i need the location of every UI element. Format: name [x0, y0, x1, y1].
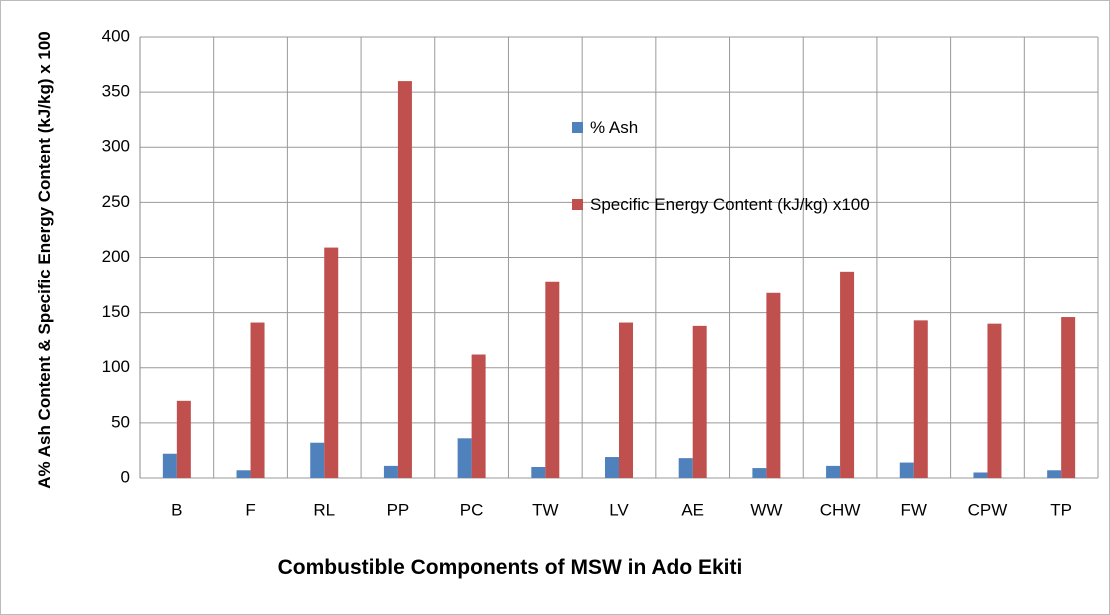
bar — [250, 322, 265, 478]
y-tick-label: 150 — [102, 302, 130, 321]
bar — [176, 400, 191, 478]
legend-swatch — [572, 199, 583, 210]
x-tick-label: LV — [609, 500, 629, 519]
y-tick-label: 300 — [102, 137, 130, 156]
y-tick-label: 350 — [102, 82, 130, 101]
x-axis-title: Combustible Components of MSW in Ado Eki… — [277, 556, 743, 579]
legend-label: Specific Energy Content (kJ/kg) x100 — [590, 195, 870, 214]
bar — [826, 465, 841, 478]
bar — [397, 81, 412, 478]
bar — [752, 468, 767, 478]
y-tick-label: 200 — [102, 247, 130, 266]
legend-label: % Ash — [590, 118, 639, 137]
x-tick-label: CHW — [820, 500, 861, 519]
y-tick-label: 250 — [102, 192, 130, 211]
bar — [471, 354, 486, 478]
x-tick-label: TP — [1050, 500, 1072, 519]
bar — [766, 292, 781, 478]
bar — [973, 472, 988, 478]
legend-swatch — [572, 122, 583, 133]
bar — [310, 442, 325, 478]
x-tick-label: F — [245, 500, 255, 519]
x-tick-label: TW — [532, 500, 558, 519]
x-tick-label: AE — [681, 500, 704, 519]
bar — [383, 465, 398, 478]
x-tick-label: RL — [313, 500, 335, 519]
bar — [899, 462, 914, 478]
bar — [913, 320, 928, 478]
y-tick-label: 400 — [102, 26, 130, 45]
y-tick-label: 0 — [121, 467, 130, 486]
bar — [324, 247, 339, 478]
bar — [1061, 317, 1076, 478]
x-tick-label: CPW — [968, 500, 1008, 519]
bar — [545, 281, 560, 478]
bar — [692, 325, 707, 478]
bar — [457, 438, 472, 478]
x-tick-label: WW — [750, 500, 782, 519]
bar — [1047, 470, 1062, 478]
y-tick-label: 100 — [102, 357, 130, 376]
y-tick-label: 50 — [111, 412, 130, 431]
y-axis-title: A% Ash Content & Specific Energy Content… — [35, 31, 54, 489]
x-tick-label: B — [171, 500, 182, 519]
bar — [840, 271, 855, 478]
x-tick-label: PP — [387, 500, 410, 519]
x-tick-label: FW — [901, 500, 927, 519]
bar — [531, 466, 546, 478]
x-tick-label: PC — [460, 500, 484, 519]
bar — [236, 470, 251, 478]
bar — [987, 323, 1002, 478]
bar — [619, 322, 633, 478]
bar — [605, 457, 619, 478]
bar — [162, 453, 177, 478]
bar — [678, 458, 693, 478]
